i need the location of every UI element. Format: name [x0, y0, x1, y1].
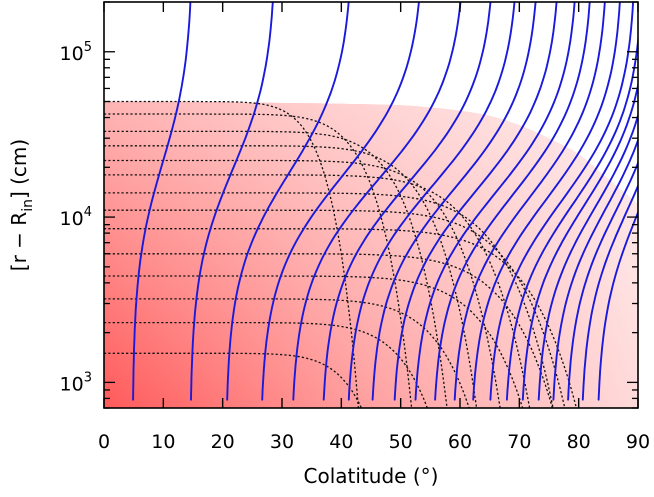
field-line-19	[567, 160, 638, 401]
field-line-9	[393, 2, 558, 401]
field-line-2	[190, 2, 274, 401]
x-tick-label: 30	[270, 431, 294, 453]
shaded-area-fade	[104, 101, 638, 408]
field-line-4	[261, 2, 420, 401]
dotted-contour-8	[104, 209, 566, 408]
field-line-18	[552, 137, 638, 401]
y-axis-title: [r − Rin] (cm)	[7, 139, 36, 271]
x-axis-ticks: 0 10 20 30 40 50 60 70 80 90	[98, 2, 650, 453]
x-axis-title: Colatitude (°)	[304, 464, 439, 488]
y-tick-base: 10	[60, 208, 84, 230]
x-tick-label: 10	[151, 431, 175, 453]
field-line-6	[322, 2, 492, 401]
field-line-15	[505, 32, 638, 401]
field-line-17	[537, 112, 638, 401]
dotted-contour-3	[104, 130, 448, 408]
x-tick-label: 70	[507, 431, 531, 453]
field-line-20	[581, 183, 638, 401]
dotted-contour-11	[104, 275, 524, 408]
y-axis-title-prefix: [r − R	[7, 212, 31, 271]
y-tick-exponent: 4	[84, 205, 92, 220]
field-line-3	[226, 2, 350, 401]
y-tick-exponent: 5	[84, 40, 92, 55]
x-tick-label: 90	[626, 431, 650, 453]
dotted-contour-12	[104, 298, 470, 408]
plot-area	[104, 2, 638, 408]
dotted-contour-10	[104, 253, 554, 408]
y-tick-base: 10	[60, 373, 84, 395]
field-line-5	[292, 2, 462, 401]
field-lines	[132, 2, 638, 401]
field-line-7	[347, 2, 516, 401]
x-tick-label: 40	[329, 431, 353, 453]
field-line-8	[371, 2, 537, 401]
x-tick-label: 60	[448, 431, 472, 453]
dotted-contours	[104, 100, 578, 408]
dotted-contour-5	[104, 159, 501, 408]
y-tick-label: 104	[60, 205, 92, 230]
y-axis-title-suffix: ] (cm)	[7, 139, 31, 199]
field-line-11	[434, 2, 591, 401]
y-tick-base: 10	[60, 43, 84, 65]
x-tick-label: 50	[389, 431, 413, 453]
field-line-16	[521, 80, 638, 401]
y-axis-title-subscript: in	[20, 199, 36, 212]
dotted-contour-7	[104, 192, 554, 408]
plot-frame	[103, 1, 639, 409]
y-tick-label: 105	[60, 40, 92, 65]
x-tick-label: 80	[567, 431, 591, 453]
density-shading	[104, 101, 638, 408]
x-tick-label: 0	[98, 431, 110, 453]
dotted-contour-1	[104, 100, 360, 408]
dotted-contour-6	[104, 174, 531, 408]
field-line-14	[489, 2, 635, 401]
field-line-21	[597, 209, 638, 401]
y-tick-exponent: 3	[84, 370, 92, 385]
x-tick-label: 20	[211, 431, 235, 453]
field-line-13	[472, 2, 621, 401]
dotted-contour-4	[104, 145, 478, 408]
dotted-contour-2	[104, 113, 413, 408]
dotted-contour-14	[104, 352, 363, 408]
field-line-12	[453, 2, 606, 401]
field-line-10	[414, 2, 576, 401]
field-line-1	[132, 2, 192, 401]
y-tick-label: 103	[60, 370, 92, 395]
